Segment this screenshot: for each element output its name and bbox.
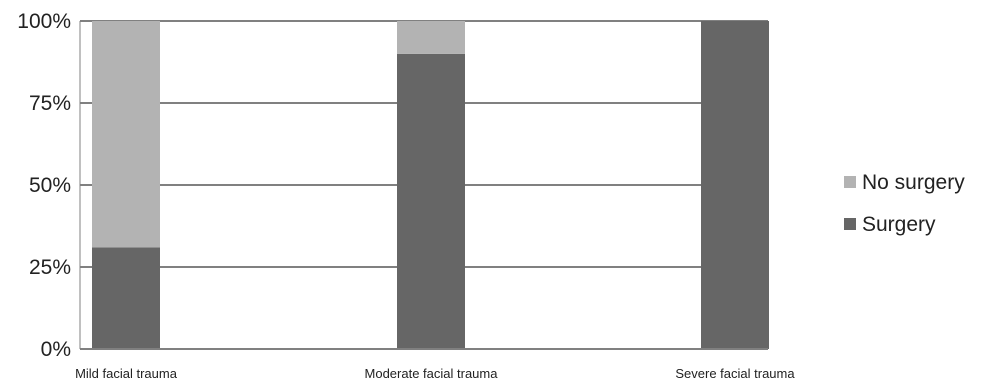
legend-swatch [844,176,856,188]
y-tick-label: 100% [17,10,71,33]
bar-surgery [701,21,769,349]
y-tick-label: 25% [29,256,71,279]
bar-no-surgery [92,21,160,248]
bar-no-surgery [397,21,465,54]
legend-label: Surgery [862,213,936,236]
bars [92,21,769,350]
x-tick-label: Mild facial trauma [75,366,178,381]
x-tick-label: Severe facial trauma [675,366,795,381]
y-tick-label: 0% [41,338,71,361]
legend: No surgery Surgery [844,171,965,236]
axes [79,21,768,350]
legend-label: No surgery [862,171,965,194]
y-tick-label: 50% [29,174,71,197]
x-tick-label: Moderate facial trauma [365,366,499,381]
y-tick-label: 75% [29,92,71,115]
y-tick-labels: 0% 25% 50% 75% 100% [17,10,71,361]
bar-surgery [397,53,465,350]
x-tick-labels: Mild facial trauma Moderate facial trauma… [75,366,795,381]
legend-swatch [844,218,856,230]
bar-surgery [92,247,160,349]
